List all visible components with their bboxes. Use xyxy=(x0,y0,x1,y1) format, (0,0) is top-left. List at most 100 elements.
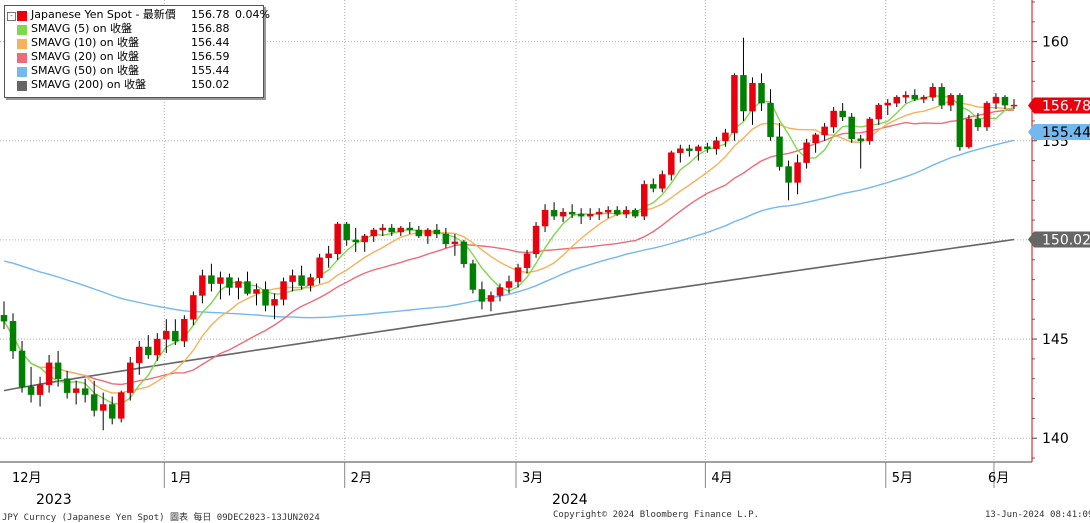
candle-body xyxy=(731,75,738,134)
candle-body xyxy=(550,209,558,217)
sma-10-path xyxy=(3,99,1015,394)
legend-label: SMAVG (5) on 收盤 xyxy=(31,22,133,35)
legend-label: SMAVG (200) on 收盤 xyxy=(31,78,147,91)
x-month-label: 5月 xyxy=(892,471,913,486)
candle-body xyxy=(334,223,341,255)
candle-body xyxy=(514,267,522,282)
sma-20-line xyxy=(3,109,1015,386)
legend-swatch-sma5 xyxy=(17,25,27,35)
candle-body xyxy=(154,338,161,356)
candle-body xyxy=(199,275,206,296)
candle-body xyxy=(812,134,819,144)
candle-body xyxy=(316,257,323,278)
legend-swatch-spot xyxy=(17,11,27,21)
candle-body xyxy=(208,275,215,284)
legend-item-sma50: SMAVG (50) on 收盤 155.44 xyxy=(5,64,263,78)
candle-body xyxy=(181,318,188,342)
footer-copyright: Copyright© 2024 Bloomberg Finance L.P. xyxy=(553,510,759,520)
sma-200-path xyxy=(3,238,1015,392)
candle-body xyxy=(722,132,729,142)
legend-item-sma5: SMAVG (5) on 收盤 156.88 xyxy=(5,22,263,36)
candle-body xyxy=(641,184,648,217)
footer-ticker-info: JPY Curncy (Japanese Yen Spot) 圖表 每日 09D… xyxy=(2,513,320,523)
legend-value: 156.44 xyxy=(191,36,230,49)
candle-body xyxy=(298,275,305,286)
candle-body xyxy=(379,227,386,231)
y-tick-label: 145 xyxy=(1042,332,1069,348)
legend-label: SMAVG (50) on 收盤 xyxy=(31,64,140,77)
chart-legend: - Japanese Yen Spot - 最新價 156.78 0.04% S… xyxy=(4,5,270,98)
candle-body xyxy=(821,126,828,136)
candle-body xyxy=(523,253,531,268)
candle-body xyxy=(361,235,368,243)
candle-body xyxy=(559,211,567,217)
candle-body xyxy=(352,239,359,243)
candle-body xyxy=(686,148,693,151)
x-month-label: 2月 xyxy=(351,471,372,486)
candle-body xyxy=(442,233,450,245)
candle-body xyxy=(659,174,666,189)
candle-body xyxy=(460,241,468,264)
candle-body xyxy=(911,94,919,100)
x-month-label: 4月 xyxy=(711,471,732,486)
chart-grid xyxy=(0,0,1032,462)
x-month-label: 3月 xyxy=(522,471,543,486)
candle-body xyxy=(415,229,423,237)
legend-label: Japanese Yen Spot - 最新價 xyxy=(31,8,176,21)
candle-body xyxy=(983,102,991,128)
candle-body xyxy=(613,209,621,215)
candle-body xyxy=(622,209,630,215)
x-year-label: 2024 xyxy=(552,492,588,508)
price-tag xyxy=(1028,124,1090,141)
candle-body xyxy=(469,263,477,290)
candle-body xyxy=(704,146,711,149)
legend-item-spot: - Japanese Yen Spot - 最新價 156.78 0.04% xyxy=(5,8,270,22)
candle-body xyxy=(63,378,71,393)
price-tag-label: 156.78 xyxy=(1042,98,1090,114)
candle-body xyxy=(280,281,287,300)
candle-body xyxy=(262,289,269,306)
candle-body xyxy=(217,277,224,284)
candle-body xyxy=(72,388,80,393)
candle-body xyxy=(1010,104,1018,107)
candle-body xyxy=(343,223,350,241)
candle-body xyxy=(577,213,585,217)
candle-body xyxy=(0,315,8,322)
candle-body xyxy=(568,211,576,215)
legend-change: 0.04% xyxy=(235,8,270,21)
legend-swatch-sma20 xyxy=(17,53,27,63)
candle-body xyxy=(487,295,495,302)
candle-body xyxy=(163,330,170,340)
candle-body xyxy=(758,83,765,104)
candle-body xyxy=(965,118,973,147)
candle-body xyxy=(974,118,982,128)
candle-body xyxy=(632,209,639,217)
x-month-label: 6月 xyxy=(988,471,1009,486)
candle-body xyxy=(848,116,855,140)
candle-body xyxy=(938,86,946,106)
candle-body xyxy=(451,241,459,245)
candle-body xyxy=(289,275,296,282)
legend-value: 156.59 xyxy=(191,50,230,63)
price-tag xyxy=(1028,97,1090,114)
candle-body xyxy=(172,330,179,342)
collapse-icon[interactable]: - xyxy=(7,12,16,21)
candle-body xyxy=(117,392,125,419)
legend-item-sma10: SMAVG (10) on 收盤 156.44 xyxy=(5,36,263,50)
candle-body xyxy=(866,118,873,142)
y-axis: 140145150155160 xyxy=(1031,0,1069,462)
legend-value: 150.02 xyxy=(191,78,230,91)
legend-item-sma200: SMAVG (200) on 收盤 150.02 xyxy=(5,78,263,92)
x-year-label: 2023 xyxy=(36,492,72,508)
candle-body xyxy=(604,209,612,213)
candle-body xyxy=(839,110,846,118)
candle-body xyxy=(253,289,260,294)
x-axis: 12月 1月 2月 3月 4月 5月 6月 2023 2024 xyxy=(0,461,1032,508)
candle-body xyxy=(776,136,783,167)
candle-body xyxy=(992,96,1000,104)
candle-body xyxy=(108,404,116,419)
sma-20-path xyxy=(3,109,1015,386)
candle-body xyxy=(767,102,774,138)
candle-body xyxy=(136,346,143,364)
candle-body xyxy=(226,277,233,288)
